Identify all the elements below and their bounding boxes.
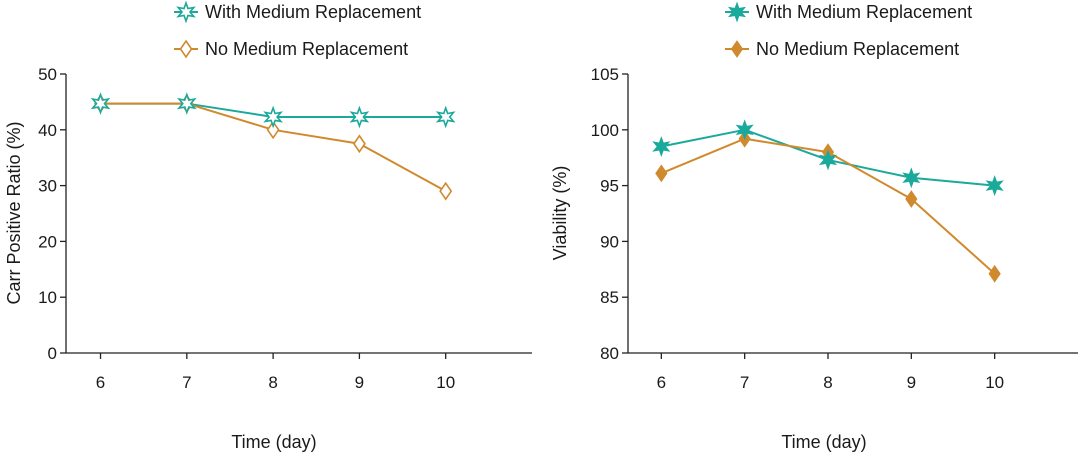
y-tick-label: 50 <box>38 65 57 84</box>
x-tick-label: 9 <box>355 373 364 392</box>
data-point-with-medium <box>435 105 456 129</box>
data-point-with-medium <box>985 175 1004 197</box>
x-tick-label: 6 <box>96 373 105 392</box>
legend-left: With Medium Replacement No Medium Replac… <box>174 0 421 59</box>
axes-left: 0 10 20 30 40 50 6 7 8 9 10 <box>38 65 532 392</box>
legend-marker-shape <box>176 0 196 24</box>
legend-marker-with-medium <box>174 0 198 24</box>
legend-marker-no-medium <box>174 39 198 59</box>
data-point-no-medium <box>439 181 453 201</box>
data-point-with-medium <box>818 149 838 171</box>
x-tick-label: 7 <box>182 373 191 392</box>
y-tick-label: 0 <box>48 344 57 363</box>
x-tick-label: 8 <box>268 373 277 392</box>
y-tick-label: 95 <box>600 177 619 196</box>
y-tick-label: 85 <box>600 288 619 307</box>
data-point-with-medium <box>90 92 111 115</box>
data-point-with-medium <box>652 136 671 158</box>
legend-right: With Medium Replacement No Medium Replac… <box>725 1 972 59</box>
data-point-with-medium <box>902 167 921 189</box>
x-tick-label: 10 <box>985 373 1004 392</box>
legend-label-with-medium: With Medium Replacement <box>205 2 421 22</box>
y-tick-label: 10 <box>38 288 57 307</box>
y-tick-label: 90 <box>600 232 619 251</box>
x-tick-label: 9 <box>907 373 916 392</box>
legend-marker-no-medium <box>725 40 749 58</box>
data-point-no-medium <box>905 190 918 208</box>
x-tick-label: 10 <box>436 373 455 392</box>
legend-marker-with-medium <box>725 1 749 23</box>
legend-label-no-medium: No Medium Replacement <box>205 39 408 59</box>
x-tick-label: 8 <box>823 373 832 392</box>
data-point-no-medium <box>352 134 366 154</box>
y-tick-label: 100 <box>591 121 619 140</box>
data-point-no-medium <box>988 264 1001 283</box>
chart-left: With Medium Replacement No Medium Replac… <box>4 0 532 452</box>
y-axis-title-right: Viability (%) <box>550 166 570 261</box>
legend-label-no-medium: No Medium Replacement <box>756 39 959 59</box>
plot-right <box>652 119 1004 283</box>
y-axis-title-left: Carr Positive Ratio (%) <box>4 121 24 304</box>
x-tick-label: 7 <box>740 373 749 392</box>
data-point-with-medium <box>735 119 754 141</box>
chart-right: With Medium Replacement No Medium Replac… <box>550 1 1078 452</box>
data-point-no-medium <box>655 164 668 183</box>
y-tick-label: 30 <box>38 177 57 196</box>
x-axis-title-left: Time (day) <box>231 432 316 452</box>
legend-label-with-medium: With Medium Replacement <box>756 2 972 22</box>
x-axis-title-right: Time (day) <box>781 432 866 452</box>
y-tick-label: 105 <box>591 65 619 84</box>
legend-marker-shape <box>730 40 744 58</box>
plot-left <box>90 92 456 201</box>
y-tick-label: 20 <box>38 232 57 251</box>
data-point-no-medium <box>266 120 280 140</box>
x-tick-label: 6 <box>657 373 666 392</box>
y-tick-label: 80 <box>600 344 619 363</box>
data-point-with-medium <box>349 105 370 129</box>
y-tick-label: 40 <box>38 121 57 140</box>
data-point-with-medium <box>176 92 197 115</box>
data-point-with-medium <box>263 105 283 129</box>
legend-marker-shape <box>727 1 747 23</box>
axes-right: 80 85 90 95 100 105 6 7 8 9 10 <box>591 65 1078 392</box>
legend-marker-shape <box>179 39 193 59</box>
